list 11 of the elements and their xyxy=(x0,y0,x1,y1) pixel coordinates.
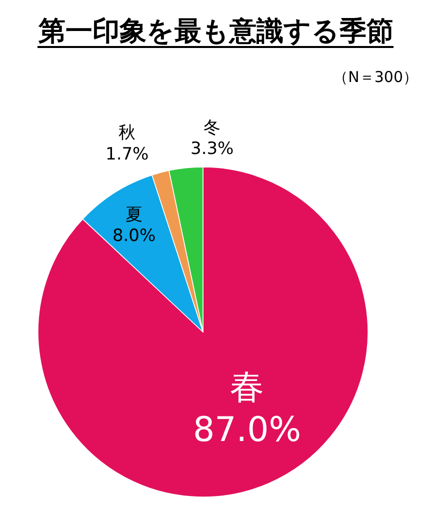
slice-label: 秋 xyxy=(118,123,136,144)
data-label: 87.0% xyxy=(193,410,302,450)
slice-label: 夏 xyxy=(126,204,143,225)
chart-subtitle: （N＝300） xyxy=(333,68,418,86)
pie-slice xyxy=(38,166,368,498)
slice-label: 春 xyxy=(230,367,264,408)
data-label: 3.3% xyxy=(190,139,234,160)
chart-title: 第一印象を最も意識する季節 xyxy=(38,16,394,47)
data-label: 1.7% xyxy=(106,144,149,164)
data-label: 8.0% xyxy=(112,226,156,246)
slice-label: 冬 xyxy=(204,118,221,138)
